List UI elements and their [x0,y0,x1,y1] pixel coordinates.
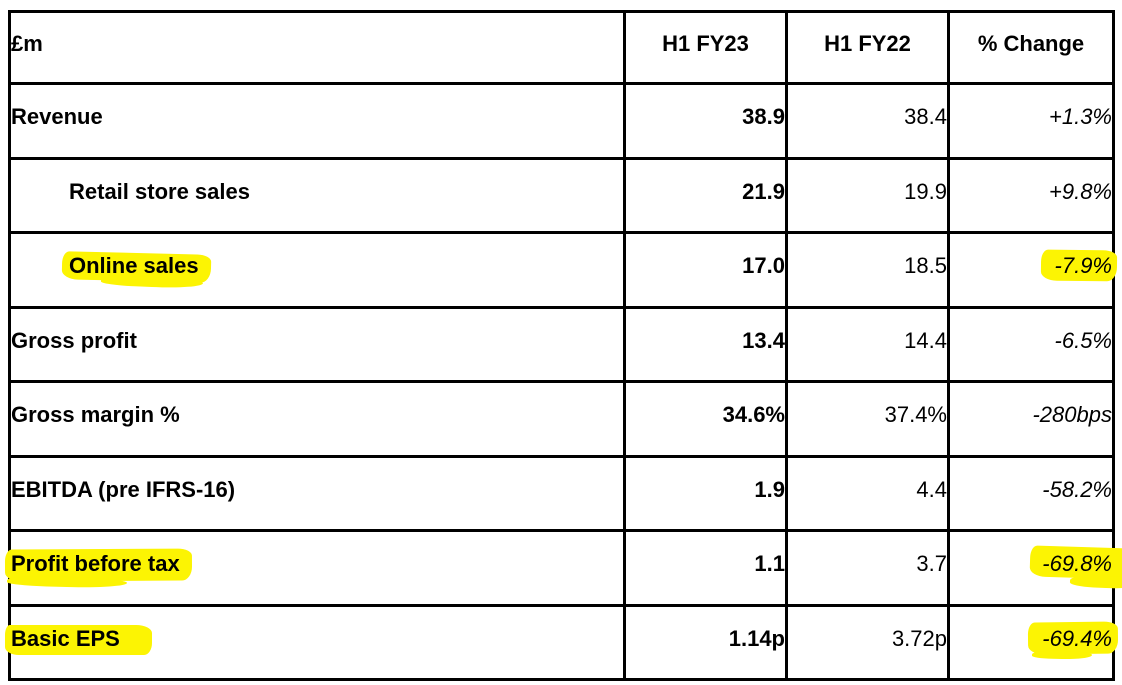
highlighted-label: Basic EPS [5,624,152,656]
highlighted-value: -7.9% [1054,253,1112,279]
financial-results-table: £m H1 FY23 H1 FY22 % Change Revenue 38.9… [5,10,1115,681]
header-row: £m H1 FY23 H1 FY22 % Change [8,10,1115,85]
table-row-retail-store-sales: Retail store sales 21.9 19.9 +9.8% [8,156,1115,234]
h1-fy23-cell: 1.1 [623,529,788,607]
pct-change-cell: +9.8% [947,156,1115,234]
column-header-h1-fy23: H1 FY23 [623,10,788,85]
highlighted-label: Profit before tax [11,551,180,577]
h1-fy22-cell: 38.4 [785,82,950,160]
row-label-cell: EBITDA (pre IFRS-16) [8,454,626,532]
table-row-revenue: Revenue 38.9 38.4 +1.3% [8,82,1115,160]
row-label-cell: Retail store sales [8,156,626,234]
pct-change-cell: -6.5% [947,305,1115,383]
h1-fy23-cell: 1.9 [623,454,788,532]
table-row-gross-margin: Gross margin % 34.6% 37.4% -280bps [8,380,1115,458]
row-label-cell: Gross margin % [8,380,626,458]
h1-fy22-cell: 4.4 [785,454,950,532]
pct-change-cell: -280bps [947,380,1115,458]
table-row-profit-before-tax: Profit before tax 1.1 3.7 -69.8% [8,529,1115,607]
highlighted-label: Online sales [69,253,199,279]
pct-change-cell: -58.2% [947,454,1115,532]
h1-fy23-cell: 13.4 [623,305,788,383]
row-label-cell: Gross profit [8,305,626,383]
h1-fy22-cell: 14.4 [785,305,950,383]
pct-change-cell: -7.9% [947,231,1115,309]
row-label-cell: Basic EPS [5,603,626,681]
h1-fy22-cell: 3.72p [785,603,950,681]
pct-change-cell: +1.3% [947,82,1115,160]
h1-fy22-cell: 19.9 [785,156,950,234]
pct-change-cell: -69.8% [947,529,1115,607]
highlighted-value: -69.4% [1042,625,1112,651]
column-header-pct-change: % Change [947,10,1115,85]
table-row-basic-eps: Basic EPS 1.14p 3.72p -69.4% [5,603,1115,681]
h1-fy22-cell: 37.4% [785,380,950,458]
unit-header-cell: £m [8,10,626,85]
row-label-cell: Profit before tax [8,529,626,607]
column-header-h1-fy22: H1 FY22 [785,10,950,85]
row-label-cell: Revenue [8,82,626,160]
pct-change-cell: -69.4% [947,603,1115,681]
table-row-gross-profit: Gross profit 13.4 14.4 -6.5% [8,305,1115,383]
h1-fy22-cell: 18.5 [785,231,950,309]
highlighted-value: -69.8% [1042,551,1112,577]
h1-fy23-cell: 38.9 [623,82,788,160]
h1-fy22-cell: 3.7 [785,529,950,607]
table-row-online-sales: Online sales 17.0 18.5 -7.9% [8,231,1115,309]
table-row-ebitda: EBITDA (pre IFRS-16) 1.9 4.4 -58.2% [8,454,1115,532]
h1-fy23-cell: 1.14p [623,603,788,681]
h1-fy23-cell: 34.6% [623,380,788,458]
row-label-cell: Online sales [8,231,626,309]
h1-fy23-cell: 17.0 [623,231,788,309]
h1-fy23-cell: 21.9 [623,156,788,234]
